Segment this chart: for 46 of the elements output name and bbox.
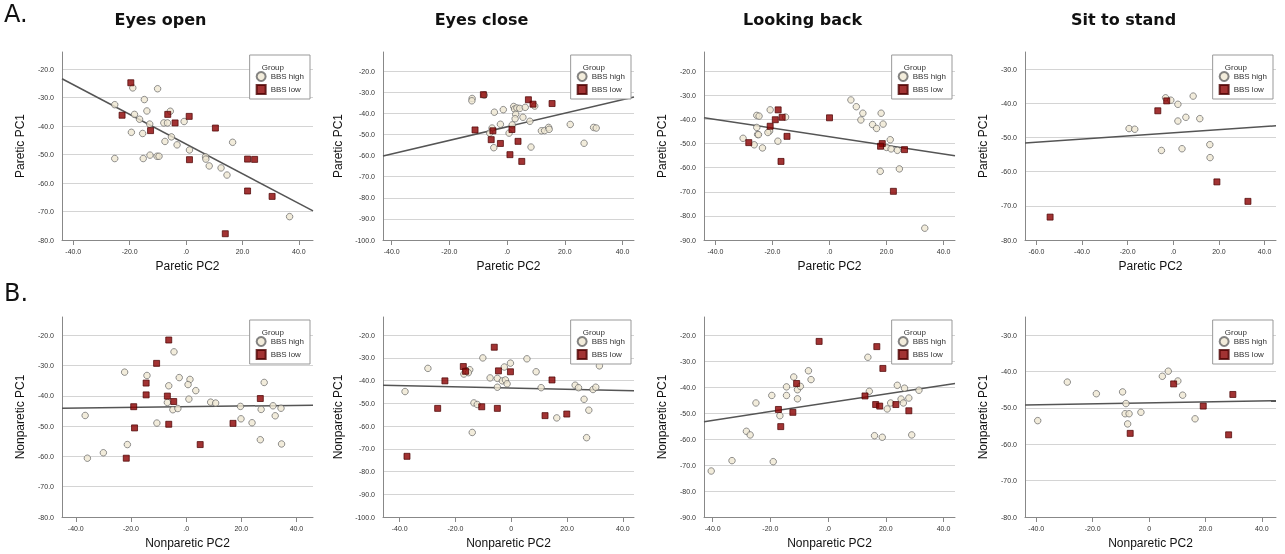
- legend-label: BBS high: [270, 72, 304, 81]
- x-axis-title: Nonparetic PC2: [787, 536, 873, 550]
- legend-label: BBS high: [270, 337, 304, 346]
- legend-label: BBS low: [591, 350, 623, 359]
- legend-label: BBS low: [591, 85, 623, 94]
- legend-title: Group: [261, 327, 285, 337]
- legend-label: BBS low: [1233, 350, 1265, 359]
- x-axis-title: Nonparetic PC2: [145, 536, 231, 550]
- legend-label: BBS low: [912, 350, 944, 359]
- legend-title: Group: [261, 62, 285, 72]
- legend-title: Group: [582, 62, 606, 72]
- chart-title: Looking back: [742, 9, 863, 29]
- legend-label: BBS low: [1233, 85, 1265, 94]
- y-axis-title: Nonparetic PC1: [976, 374, 990, 460]
- legend-label: BBS low: [270, 85, 302, 94]
- legend-label: BBS high: [912, 337, 946, 346]
- y-axis-title: Nonparetic PC1: [13, 374, 27, 460]
- x-axis-title: Paretic PC2: [155, 259, 220, 273]
- legend-label: BBS low: [912, 85, 944, 94]
- legend-label: BBS high: [1233, 337, 1267, 346]
- x-axis-title: Paretic PC2: [797, 259, 862, 273]
- y-axis-title: Paretic PC1: [976, 113, 990, 179]
- x-axis-title: Paretic PC2: [476, 259, 541, 273]
- x-axis-title: Nonparetic PC2: [1108, 536, 1194, 550]
- y-axis-title: Nonparetic PC1: [331, 374, 346, 460]
- legend-label: BBS low: [270, 350, 302, 359]
- chart-title: Eyes close: [434, 9, 529, 29]
- legend-title: Group: [582, 327, 606, 337]
- legend-title: Group: [1224, 327, 1248, 337]
- legend-title: Group: [903, 327, 927, 337]
- legend-label: BBS high: [591, 72, 625, 81]
- y-axis-title: Nonparetic PC1: [655, 374, 669, 460]
- text: B.: [4, 279, 29, 307]
- text: A.: [4, 0, 28, 28]
- y-axis-title: Paretic PC1: [655, 113, 669, 179]
- legend-title: Group: [1224, 62, 1248, 72]
- y-axis-title: Paretic PC1: [331, 113, 346, 179]
- chart-title: Eyes open: [114, 9, 207, 29]
- legend-label: BBS high: [591, 337, 625, 346]
- legend-label: BBS high: [1233, 72, 1267, 81]
- legend-title: Group: [903, 62, 927, 72]
- x-axis-title: Nonparetic PC2: [466, 536, 552, 550]
- x-axis-title: Paretic PC2: [1118, 259, 1183, 273]
- legend-label: BBS high: [912, 72, 946, 81]
- chart-title: Sit to stand: [1070, 9, 1177, 29]
- y-axis-title: Paretic PC1: [13, 113, 27, 179]
